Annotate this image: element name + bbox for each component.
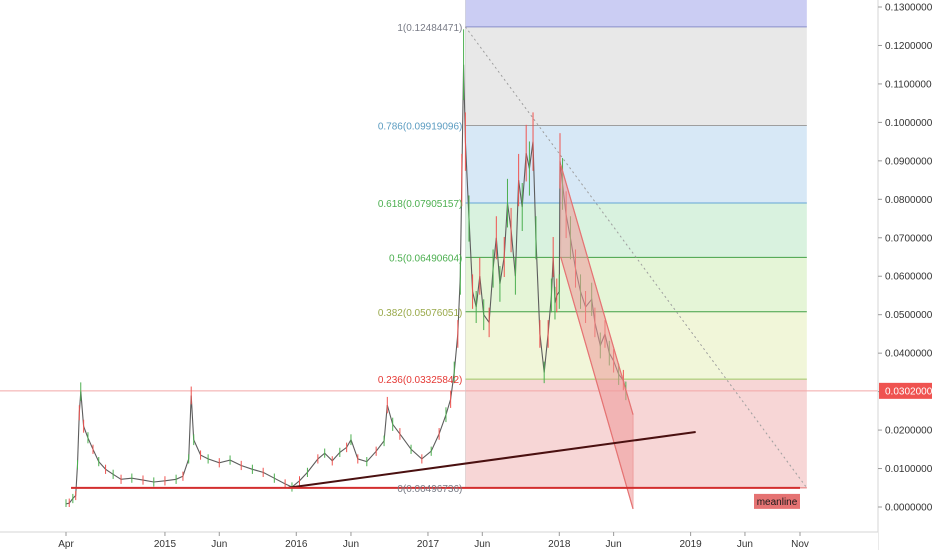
time-axis-tick-label: Jun — [737, 539, 753, 550]
fib-diagonal-trend — [464, 26, 808, 489]
time-axis-tick-label: 2018 — [548, 539, 571, 550]
fib-level-label: 0.618(0.07905157) — [378, 199, 463, 210]
time-axis-bg — [0, 532, 878, 550]
time-axis-tick-label: 2017 — [417, 539, 440, 550]
time-axis-tick-label: 2019 — [679, 539, 702, 550]
channel-lower-line — [560, 256, 634, 510]
time-axis-tick-label: Apr — [58, 539, 74, 550]
time-axis-tick-label: 2016 — [285, 539, 308, 550]
time-axis-tick-label: Nov — [791, 539, 809, 550]
current-price-badge — [879, 382, 932, 399]
fib-level-label: 0.5(0.06490604) — [389, 253, 462, 264]
price-axis-bg — [878, 0, 932, 550]
fib-band — [465, 257, 807, 312]
time-axis-tick-label: Jun — [343, 539, 359, 550]
rising-trendline — [288, 431, 696, 489]
fib-band — [465, 379, 807, 488]
fib-level-label: 1(0.12484471) — [397, 23, 462, 34]
channel-upper-line — [560, 164, 634, 415]
time-axis-tick-label: 2015 — [154, 539, 177, 550]
fib-level-label: 0.382(0.05076051) — [378, 308, 463, 319]
fib-band — [465, 125, 807, 203]
meanline-label: meanline — [757, 497, 798, 508]
fib-band — [465, 311, 807, 380]
price-axis-tick-label: 0.11000000 — [885, 79, 932, 90]
meanline-label-bg — [754, 493, 800, 509]
fib-band-top — [465, 0, 807, 27]
fib-level-label: 0.236(0.03325842) — [378, 375, 463, 386]
fib-level-label: 0.786(0.09919096) — [378, 121, 463, 132]
time-axis-tick-label: Jun — [606, 539, 622, 550]
current-price-label: 0.03020006 — [885, 386, 932, 397]
time-axis-tick-label: Jun — [211, 539, 227, 550]
time-axis-tick-label: Jun — [474, 539, 490, 550]
fib-band — [465, 26, 807, 126]
fib-level-label: 0(0.00496736) — [397, 484, 462, 495]
